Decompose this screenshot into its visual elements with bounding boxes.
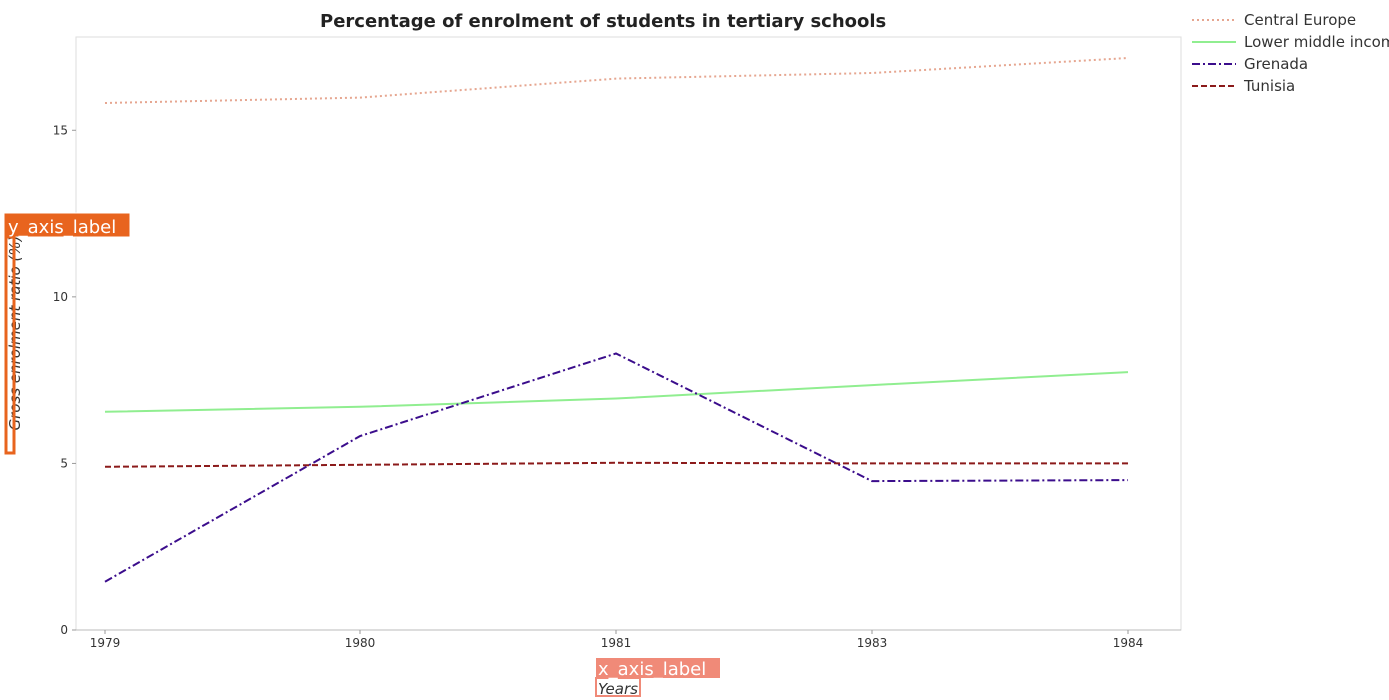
y-tick-label: 0 <box>60 623 68 637</box>
x-tick-label: 1984 <box>1113 636 1144 650</box>
chart-title: Percentage of enrolment of students in t… <box>320 11 886 32</box>
y-axis-tag: y_axis_label <box>3 212 131 455</box>
x-axis-ticks: 1979 1980 1981 1983 1984 <box>90 630 1144 650</box>
y-axis-ticks: 0 5 10 15 <box>53 123 76 637</box>
x-axis-tag-text: x_axis_label <box>598 659 706 680</box>
legend-label: Lower middle income <box>1244 33 1389 51</box>
legend-label: Central Europe <box>1244 11 1356 29</box>
y-tick-label: 15 <box>53 123 68 137</box>
x-axis-tag: x_axis_label <box>595 658 720 697</box>
x-tick-label: 1979 <box>90 636 121 650</box>
y-tick-label: 5 <box>60 456 68 470</box>
y-axis-tag-text: y_axis_label <box>8 217 116 238</box>
y-tick-label: 10 <box>53 290 68 304</box>
x-tick-label: 1981 <box>601 636 632 650</box>
legend-label: Tunisia <box>1243 77 1295 95</box>
x-tick-label: 1983 <box>857 636 888 650</box>
series-lines <box>104 57 1129 583</box>
series-line-lower-middle-income <box>104 371 1129 413</box>
legend: Central Europe Lower middle income Grenada… <box>1192 11 1389 95</box>
series-line-tunisia <box>104 461 1128 468</box>
series-line-grenada <box>104 352 1129 583</box>
plot-area <box>75 36 1182 631</box>
legend-label: Grenada <box>1244 55 1308 73</box>
x-tick-label: 1980 <box>345 636 376 650</box>
x-axis-label: Years <box>598 680 638 698</box>
series-line-central-europe <box>104 57 1129 104</box>
